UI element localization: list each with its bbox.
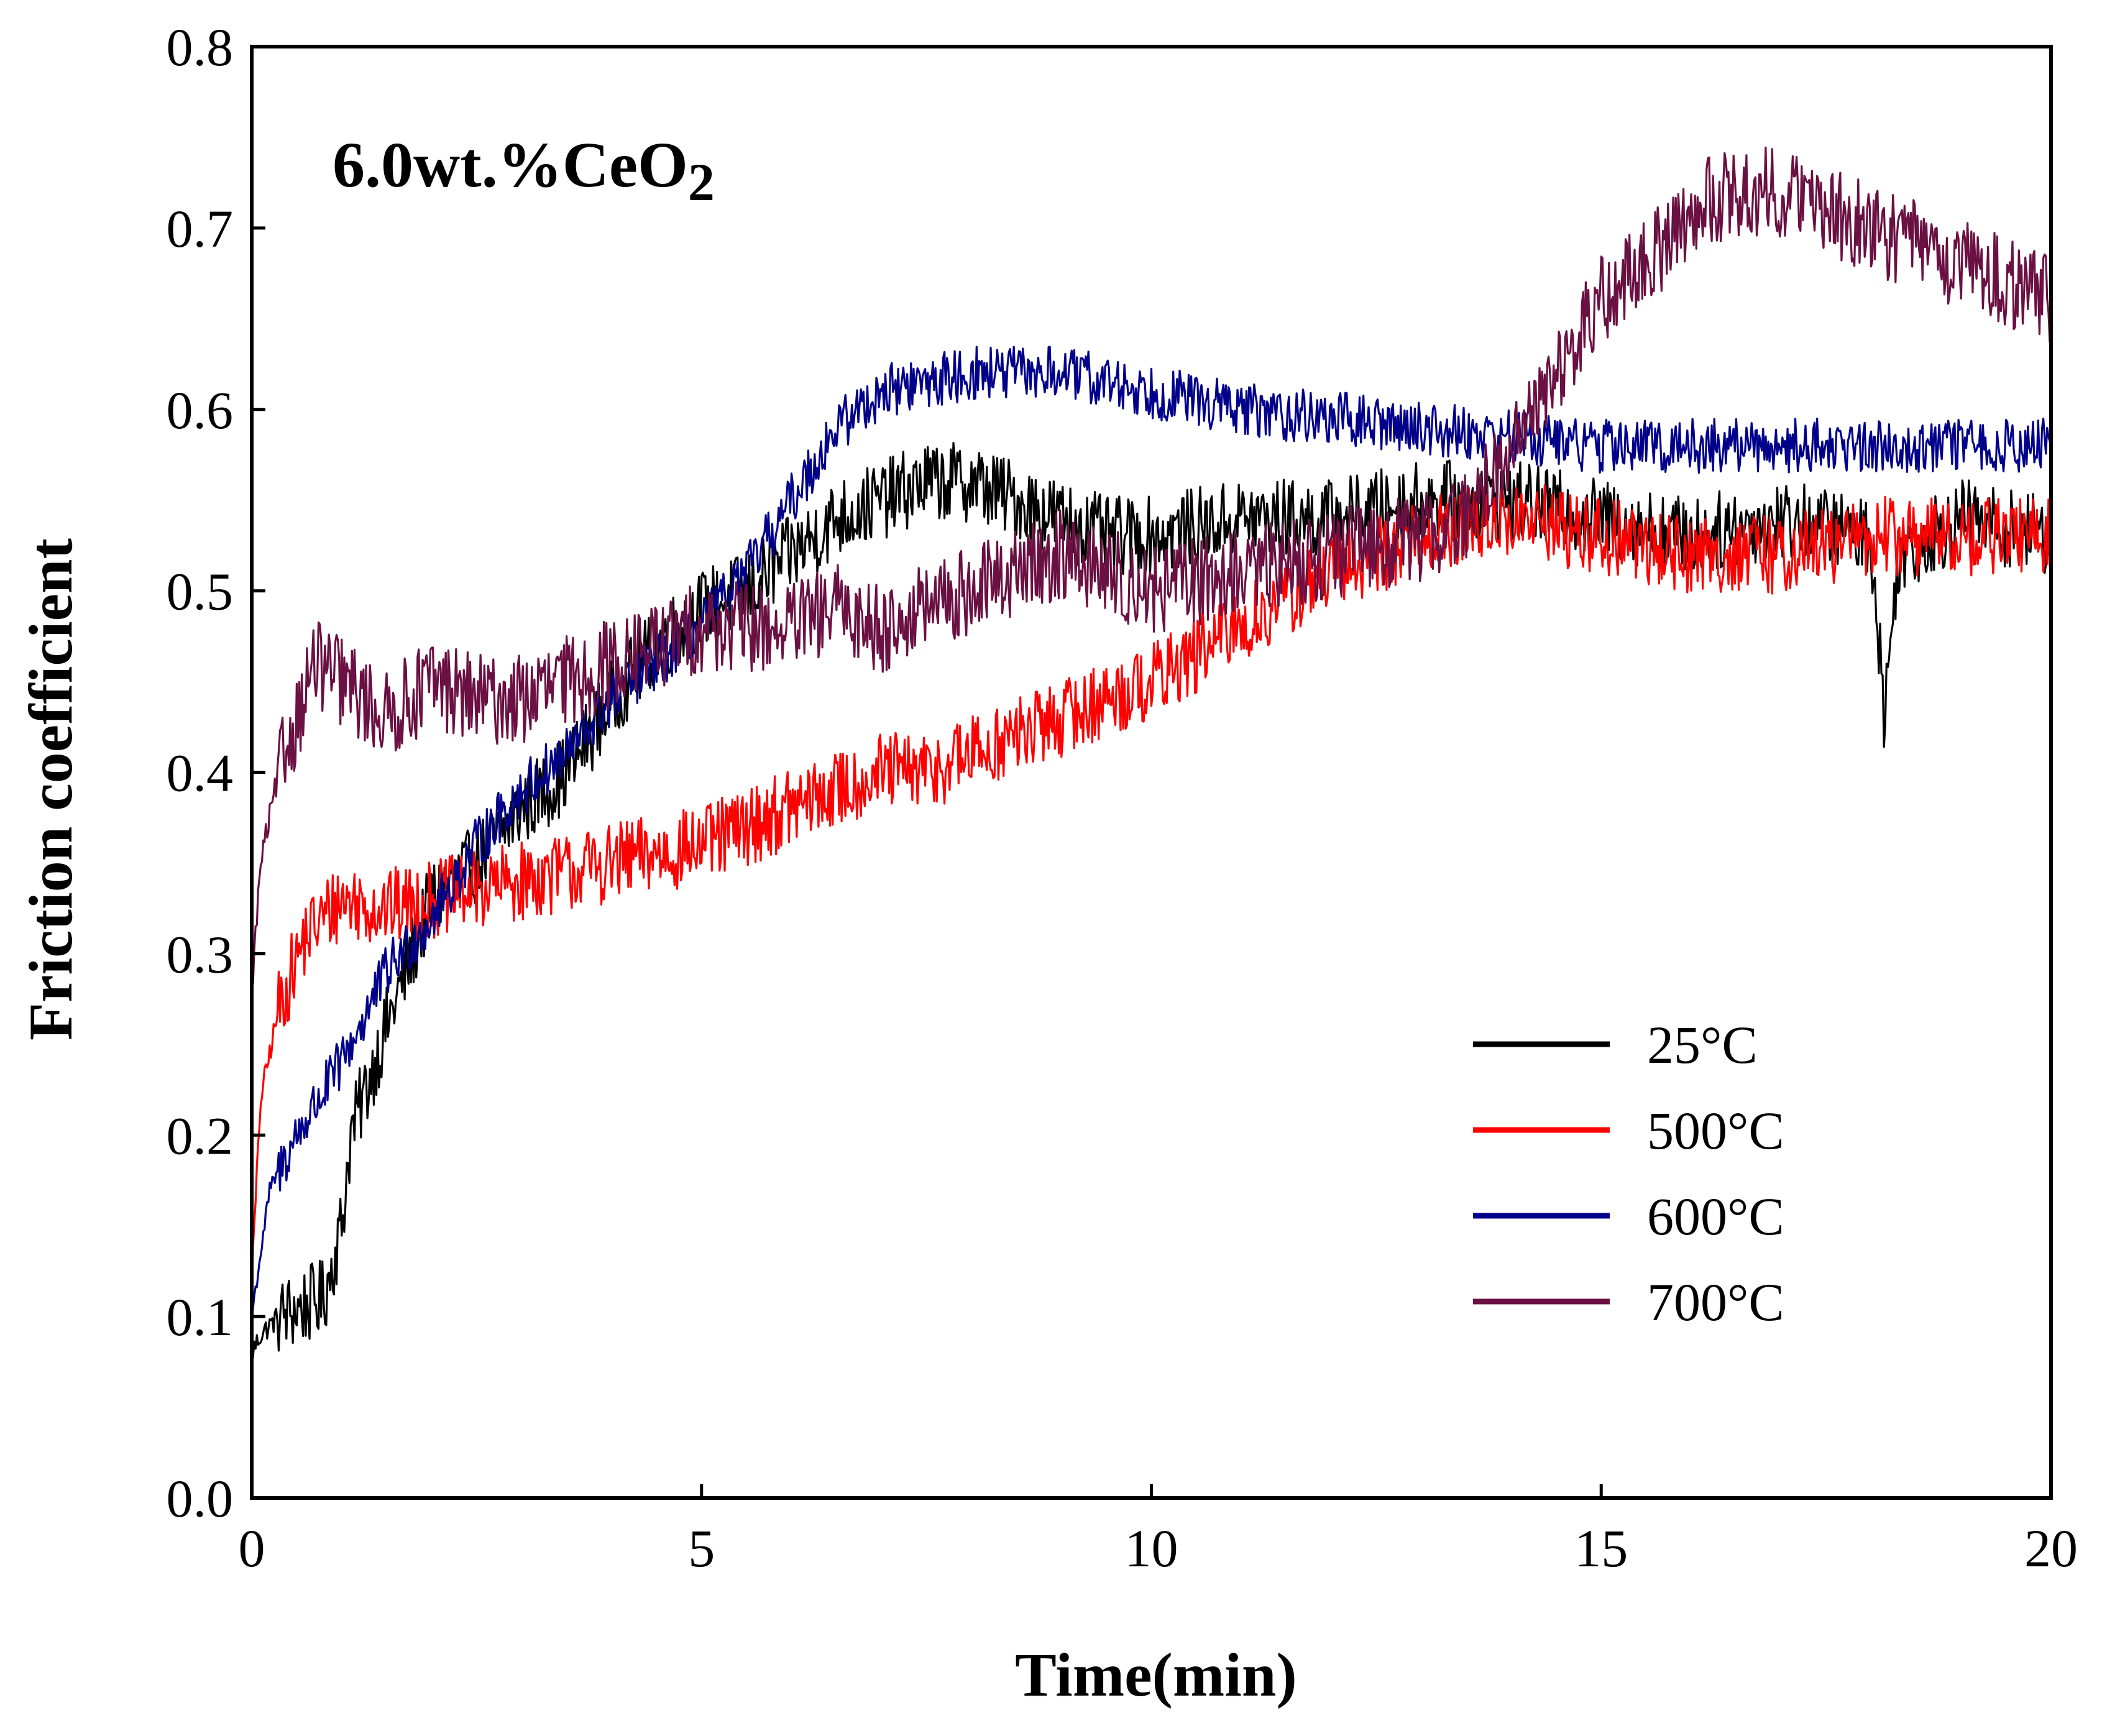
legend-label: 25°C — [1647, 1015, 1758, 1075]
y-tick-label: 0.5 — [167, 562, 234, 622]
y-tick-label: 0.6 — [167, 380, 234, 440]
y-tick-label: 0.3 — [167, 924, 234, 984]
y-tick-label: 0.0 — [167, 1469, 234, 1528]
x-tick-label: 10 — [1125, 1518, 1178, 1578]
series-line-3 — [250, 146, 2052, 985]
series-layer — [250, 146, 2052, 1359]
series-line-2 — [250, 346, 2052, 1318]
x-tick-label: 15 — [1574, 1518, 1628, 1578]
series-line-1 — [250, 480, 2052, 1290]
x-tick-label: 5 — [688, 1518, 715, 1578]
legend-label: 500°C — [1647, 1101, 1784, 1160]
x-axis-title: Time(min) — [1015, 1640, 1297, 1709]
y-tick-label: 0.1 — [167, 1287, 234, 1347]
y-tick-label: 0.8 — [167, 17, 234, 77]
y-tick-label: 0.4 — [167, 743, 234, 803]
y-tick-label: 0.2 — [167, 1106, 234, 1165]
x-tick-label: 20 — [2024, 1518, 2078, 1578]
x-axis-ticks: 0 5 10 15 20 — [239, 1484, 2078, 1578]
series-line-0 — [250, 442, 2052, 1359]
annotation-subscript: 2 — [688, 152, 715, 212]
x-tick-label: 0 — [239, 1518, 265, 1578]
legend-label: 700°C — [1647, 1272, 1784, 1332]
composition-annotation: 6.0wt.%CeO2 — [333, 129, 715, 212]
annotation-main: 6.0wt.%CeO — [333, 129, 688, 201]
y-axis-title: Friction coefficient — [16, 538, 85, 1040]
legend: 25°C 500°C 600°C 700°C — [1473, 1015, 1784, 1332]
y-axis-ticks: 0.0 0.1 0.2 0.3 0.4 0.5 0.6 0.7 0.8 — [167, 17, 265, 1528]
legend-label: 600°C — [1647, 1187, 1784, 1246]
y-tick-label: 0.7 — [167, 199, 234, 259]
